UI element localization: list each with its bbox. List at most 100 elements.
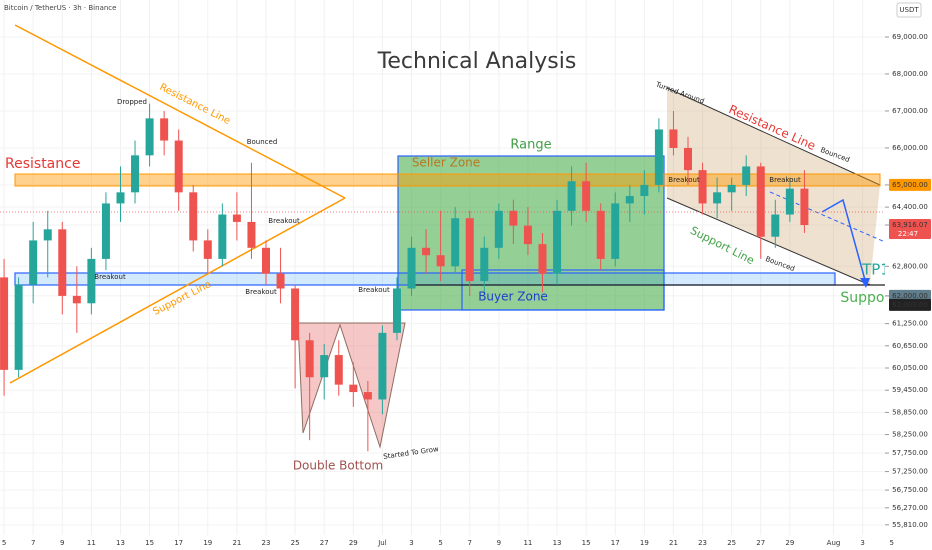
candle-body bbox=[480, 247, 489, 282]
candle-body bbox=[582, 181, 591, 211]
y-tick-label: 62,800.00 bbox=[892, 262, 928, 270]
annotation: Range bbox=[510, 138, 551, 153]
candle-body bbox=[698, 170, 707, 204]
candle-body bbox=[14, 284, 23, 370]
x-tick-label: 27 bbox=[756, 539, 765, 547]
y-tick-label: 61,250.00 bbox=[892, 320, 928, 328]
support-band bbox=[14, 272, 836, 286]
candle-body bbox=[320, 355, 329, 378]
x-tick-label: 21 bbox=[669, 539, 678, 547]
candle-body bbox=[276, 273, 285, 289]
y-tick-label: 67,000.00 bbox=[892, 107, 928, 115]
annotation: Resistance bbox=[5, 156, 80, 172]
x-tick-label: 11 bbox=[523, 539, 532, 547]
triangle-top bbox=[14, 24, 346, 199]
annotation: TP1 bbox=[861, 261, 890, 279]
candle-body bbox=[29, 240, 38, 285]
candle-body bbox=[669, 129, 678, 148]
y-tick-label: 58,250.00 bbox=[892, 431, 928, 439]
candle-body bbox=[291, 288, 300, 341]
buyer-zone bbox=[461, 269, 665, 311]
annotation: Seller Zone bbox=[412, 156, 480, 170]
candle-body bbox=[451, 218, 460, 267]
x-tick-label: 21 bbox=[232, 539, 241, 547]
x-tick-label: 17 bbox=[611, 539, 620, 547]
candle-body bbox=[131, 155, 140, 193]
y-tick-label: 69,000.00 bbox=[892, 33, 928, 41]
channel-bottom bbox=[666, 197, 871, 286]
candle-body bbox=[305, 340, 314, 378]
candle-body bbox=[523, 225, 532, 245]
y-tick-label: 55,810.00 bbox=[892, 521, 928, 529]
x-tick-label: 7 bbox=[467, 539, 471, 547]
x-tick-label: Aug bbox=[827, 539, 841, 547]
candle-body bbox=[72, 295, 81, 304]
chart-title: Technical Analysis bbox=[377, 49, 577, 74]
annotation: Double Bottom bbox=[293, 459, 383, 473]
x-tick-label: 13 bbox=[553, 539, 562, 547]
axes: 5 7 9 11 13 15 17 19 21 23 25 27 29 Jul 3 5 7 9 11 13 15 17 19… bbox=[2, 33, 931, 547]
candle-body bbox=[0, 277, 9, 370]
candle-body bbox=[87, 258, 96, 304]
annotation: Buyer Zone bbox=[478, 290, 548, 304]
candles bbox=[0, 103, 809, 452]
price-label-box bbox=[889, 298, 931, 311]
x-tick-label: 23 bbox=[698, 539, 707, 547]
candle-body bbox=[247, 221, 256, 248]
x-tick-label: 3 bbox=[860, 539, 864, 547]
candle-body bbox=[742, 166, 751, 185]
candle-body bbox=[436, 255, 445, 267]
candle-body bbox=[553, 210, 562, 274]
price-axis bbox=[885, 0, 932, 550]
annotation: Breakout bbox=[358, 286, 390, 294]
resistance-band bbox=[14, 173, 881, 187]
candle-body bbox=[640, 184, 649, 197]
candle-body bbox=[494, 210, 503, 248]
price-label-box bbox=[889, 219, 931, 240]
x-tick-label: 29 bbox=[349, 539, 358, 547]
candle-body bbox=[611, 203, 620, 259]
x-tick-label: 17 bbox=[174, 539, 183, 547]
y-tick-label: 63,916.07 bbox=[892, 221, 928, 229]
y-tick-label: 59,450.00 bbox=[892, 386, 928, 394]
candle-body bbox=[232, 214, 241, 222]
candle-body bbox=[58, 229, 67, 296]
candle-body bbox=[684, 147, 693, 171]
annotation: Breakout bbox=[668, 176, 700, 184]
y-tick-label: 62,000.00 bbox=[892, 301, 928, 309]
candle-body bbox=[756, 166, 765, 237]
candle-body bbox=[625, 196, 634, 204]
candle-body bbox=[189, 192, 198, 241]
annotation: Dropped bbox=[117, 98, 147, 106]
candle-body bbox=[160, 118, 169, 141]
candle-body bbox=[407, 247, 416, 289]
candle-body bbox=[349, 384, 358, 393]
x-tick-label: 7 bbox=[31, 539, 35, 547]
candle-body bbox=[392, 288, 401, 333]
x-tick-label: 25 bbox=[291, 539, 300, 547]
candle-body bbox=[218, 214, 227, 259]
annotation: Breakout bbox=[268, 217, 300, 225]
candle-body bbox=[378, 332, 387, 400]
x-tick-label: 9 bbox=[60, 539, 64, 547]
candle-body bbox=[771, 214, 780, 237]
x-tick-label: 5 bbox=[889, 539, 893, 547]
candle-body bbox=[567, 181, 576, 211]
candle-body bbox=[800, 188, 809, 226]
y-tick-label: 68,000.00 bbox=[892, 70, 928, 78]
x-tick-label: 3 bbox=[409, 539, 413, 547]
x-tick-label: 9 bbox=[497, 539, 501, 547]
y-tick-label: 66,000.00 bbox=[892, 144, 928, 152]
price-label-box bbox=[889, 178, 931, 191]
channel-top bbox=[666, 87, 881, 186]
candle-body bbox=[43, 229, 52, 241]
countdown: 22:47 bbox=[898, 230, 918, 238]
candle-body bbox=[785, 188, 794, 215]
x-tick-label: 5 bbox=[438, 539, 442, 547]
candle-body bbox=[101, 203, 110, 259]
x-tick-label: 29 bbox=[785, 539, 794, 547]
candle-body bbox=[174, 140, 183, 193]
y-tick-label: 57,250.00 bbox=[892, 468, 928, 476]
candle-body bbox=[509, 210, 518, 226]
